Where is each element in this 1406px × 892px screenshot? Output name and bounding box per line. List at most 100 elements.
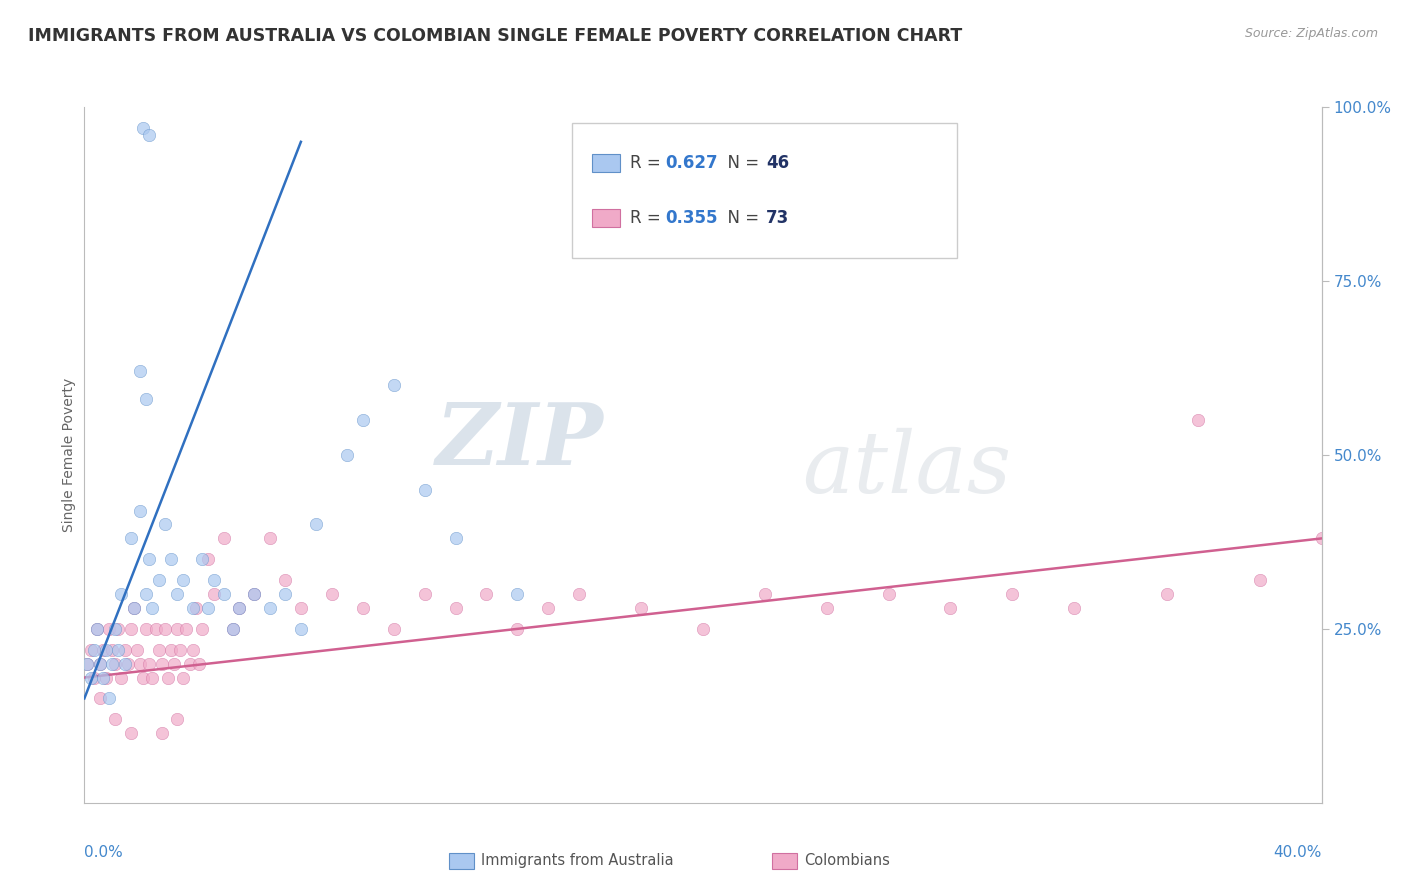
- Point: [79, 642, 101, 657]
- Point: [352, 601, 374, 615]
- Point: [104, 657, 127, 671]
- Point: [568, 587, 591, 601]
- Point: [754, 587, 776, 601]
- Point: [172, 671, 194, 685]
- Text: Immigrants from Australia: Immigrants from Australia: [481, 854, 673, 868]
- Point: [141, 671, 163, 685]
- Point: [166, 587, 188, 601]
- Point: [83, 642, 105, 657]
- Point: [382, 622, 405, 636]
- Point: [184, 601, 207, 615]
- Point: [630, 601, 652, 615]
- Point: [163, 657, 186, 671]
- Point: [135, 622, 157, 636]
- Point: [104, 712, 127, 726]
- Text: ZIP: ZIP: [436, 400, 605, 483]
- Point: [148, 573, 170, 587]
- Point: [104, 622, 127, 636]
- Point: [305, 517, 328, 532]
- Point: [129, 503, 152, 517]
- Point: [117, 657, 139, 671]
- Point: [191, 622, 214, 636]
- Point: [197, 552, 219, 566]
- Point: [125, 642, 148, 657]
- Point: [120, 622, 142, 636]
- Point: [135, 587, 157, 601]
- Point: [138, 128, 160, 142]
- Point: [114, 642, 136, 657]
- Point: [228, 601, 250, 615]
- Text: 73: 73: [766, 209, 790, 227]
- Point: [169, 642, 191, 657]
- Point: [94, 671, 117, 685]
- Text: R =: R =: [630, 209, 666, 227]
- Point: [202, 587, 225, 601]
- Text: IMMIGRANTS FROM AUSTRALIA VS COLOMBIAN SINGLE FEMALE POVERTY CORRELATION CHART: IMMIGRANTS FROM AUSTRALIA VS COLOMBIAN S…: [28, 27, 962, 45]
- Point: [114, 657, 136, 671]
- Y-axis label: Single Female Poverty: Single Female Poverty: [62, 378, 76, 532]
- Point: [138, 657, 160, 671]
- Point: [1310, 532, 1333, 546]
- Text: 0.355: 0.355: [665, 209, 717, 227]
- Point: [202, 573, 225, 587]
- Point: [228, 601, 250, 615]
- Text: 0.0%: 0.0%: [84, 845, 124, 860]
- Point: [110, 671, 132, 685]
- Point: [153, 517, 176, 532]
- Point: [89, 657, 111, 671]
- Point: [877, 587, 900, 601]
- Point: [138, 552, 160, 566]
- Text: atlas: atlas: [801, 427, 1011, 510]
- Text: Source: ZipAtlas.com: Source: ZipAtlas.com: [1244, 27, 1378, 40]
- Point: [89, 691, 111, 706]
- Point: [475, 587, 498, 601]
- Point: [444, 532, 467, 546]
- Point: [222, 622, 245, 636]
- Point: [352, 413, 374, 427]
- Text: R =: R =: [630, 154, 666, 172]
- Point: [815, 601, 838, 615]
- Point: [160, 642, 183, 657]
- Point: [86, 622, 108, 636]
- Point: [129, 657, 152, 671]
- Point: [939, 601, 962, 615]
- Point: [101, 642, 124, 657]
- Point: [107, 642, 129, 657]
- Point: [150, 726, 173, 740]
- Point: [290, 601, 312, 615]
- Point: [1187, 413, 1209, 427]
- Point: [222, 622, 245, 636]
- Point: [172, 573, 194, 587]
- Point: [176, 622, 198, 636]
- Point: [191, 552, 214, 566]
- Point: [122, 601, 145, 615]
- Point: [537, 601, 560, 615]
- Point: [1156, 587, 1178, 601]
- Point: [413, 587, 436, 601]
- Point: [89, 657, 111, 671]
- Point: [120, 532, 142, 546]
- Point: [132, 671, 155, 685]
- Point: [107, 622, 129, 636]
- Point: [120, 726, 142, 740]
- Point: [692, 622, 714, 636]
- Point: [166, 712, 188, 726]
- Point: [156, 671, 179, 685]
- Point: [259, 601, 281, 615]
- Point: [153, 622, 176, 636]
- Point: [98, 622, 121, 636]
- Point: [91, 671, 114, 685]
- Point: [1063, 601, 1085, 615]
- Point: [145, 622, 167, 636]
- Point: [179, 657, 201, 671]
- Point: [91, 642, 114, 657]
- Text: N =: N =: [717, 209, 765, 227]
- Point: [181, 601, 204, 615]
- Point: [336, 448, 359, 462]
- Point: [76, 657, 98, 671]
- Point: [79, 671, 101, 685]
- Point: [197, 601, 219, 615]
- Point: [382, 378, 405, 392]
- Text: 0.627: 0.627: [665, 154, 717, 172]
- Point: [83, 671, 105, 685]
